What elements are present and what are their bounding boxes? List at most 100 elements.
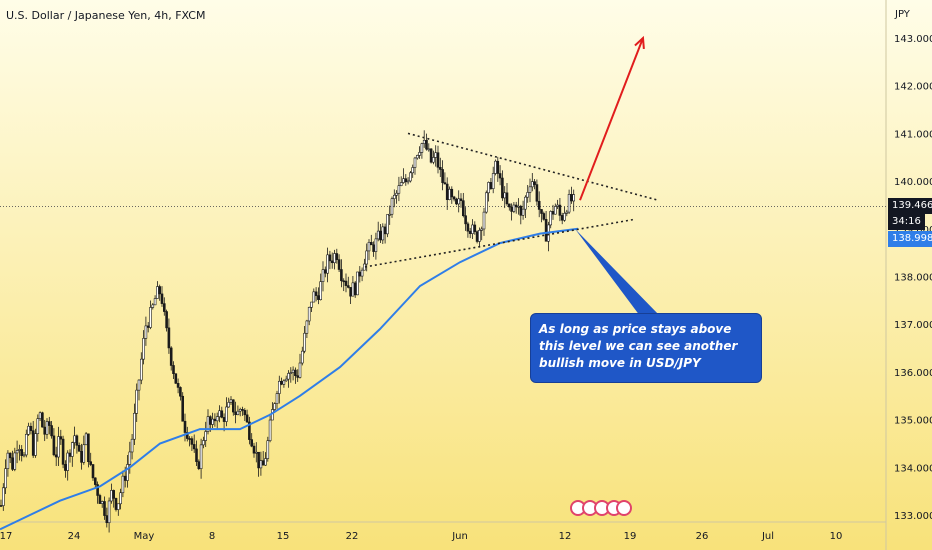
candle-body (199, 444, 203, 469)
candle-body (422, 140, 426, 144)
candle-body (84, 433, 88, 446)
candle-body (20, 449, 24, 456)
candle-body (298, 362, 302, 378)
candle-body (218, 410, 221, 418)
candle-body (163, 303, 166, 312)
candle-body (558, 204, 562, 216)
candle-body (413, 157, 417, 168)
annotation-callout[interactable]: As long as price stays above this level … (530, 313, 762, 383)
candle-body (436, 152, 440, 168)
candle-body (473, 224, 477, 232)
candle-body (326, 254, 329, 274)
candle-body (549, 211, 553, 226)
candle-body (392, 194, 396, 199)
candle-body (484, 192, 488, 213)
candle-body (41, 412, 44, 428)
candle-body (450, 188, 454, 198)
candle-body (344, 280, 348, 286)
candle-body (388, 213, 392, 216)
candle-body (149, 307, 152, 328)
candle-body (418, 152, 421, 156)
candle-body (464, 215, 467, 225)
candle-body (415, 155, 419, 159)
candle-body (181, 395, 184, 422)
candle-body (452, 196, 456, 200)
candle-body (24, 433, 28, 456)
candle-body (13, 452, 17, 470)
price-tick-label: 138.000 (894, 273, 932, 284)
candle-body (455, 198, 458, 205)
candle-body (151, 304, 155, 308)
current-price-label: 139.466 (888, 198, 932, 214)
candle-body (98, 495, 102, 504)
candle-body (43, 426, 47, 435)
candle-body (36, 418, 40, 434)
candle-body (8, 452, 12, 459)
candle-body (321, 269, 325, 282)
candle-body (445, 183, 449, 200)
candle-body (71, 442, 74, 457)
event-icons[interactable] (570, 500, 632, 516)
candle-body (183, 420, 187, 433)
candle-body (303, 332, 306, 352)
candle-body (503, 192, 507, 199)
candle-body (353, 282, 357, 296)
candle-body (411, 167, 415, 174)
time-tick-label: 17 (0, 531, 12, 542)
candle-body (406, 180, 410, 183)
candle-body (305, 320, 309, 334)
candle-body (110, 490, 113, 502)
price-tick-label: 134.000 (894, 463, 932, 474)
candle-body (284, 378, 288, 382)
candle-body (197, 461, 201, 469)
candle-body (333, 253, 336, 264)
candle-body (429, 148, 433, 163)
candle-body (310, 301, 313, 308)
candle-body (252, 445, 256, 454)
candle-body (158, 286, 161, 295)
candle-body (176, 383, 180, 388)
candle-body (409, 172, 412, 182)
flag-icon[interactable] (616, 500, 632, 516)
candle-body (397, 185, 401, 194)
candle-body (542, 213, 546, 220)
candle-body (351, 282, 355, 297)
candle-body (146, 325, 150, 328)
candle-body (186, 432, 189, 439)
candle-body (553, 206, 557, 215)
candle-body (328, 254, 332, 262)
candle-body (167, 327, 171, 349)
candle-body (287, 373, 290, 380)
candle-body (11, 457, 14, 470)
candle-body (107, 500, 111, 524)
candle-body (282, 380, 286, 385)
candle-body (257, 451, 260, 469)
time-tick-label: 24 (68, 531, 81, 542)
candle-body (507, 203, 511, 208)
candle-body (432, 157, 435, 163)
candle-body (402, 178, 405, 183)
candle-body (89, 461, 92, 465)
candle-body (314, 291, 318, 296)
candle-body (34, 433, 37, 456)
candle-body (135, 389, 138, 414)
candle-body (501, 177, 504, 199)
candle-body (487, 182, 490, 194)
time-tick-label: 22 (346, 531, 359, 542)
candle-body (390, 198, 394, 215)
price-tick-label: 133.000 (894, 511, 932, 522)
candle-body (381, 226, 385, 241)
bar-countdown-label: 34:16 (888, 214, 925, 230)
candle-body (330, 260, 334, 264)
candle-body (563, 213, 566, 221)
time-tick-label: 10 (830, 531, 843, 542)
candle-body (544, 219, 548, 242)
candle-body (112, 490, 115, 499)
candle-body (140, 358, 143, 381)
time-tick-label: 19 (624, 531, 637, 542)
candle-body (289, 372, 293, 374)
candle-body (528, 186, 532, 193)
candle-body (480, 228, 484, 231)
price-tick-label: 143.000 (894, 34, 932, 45)
